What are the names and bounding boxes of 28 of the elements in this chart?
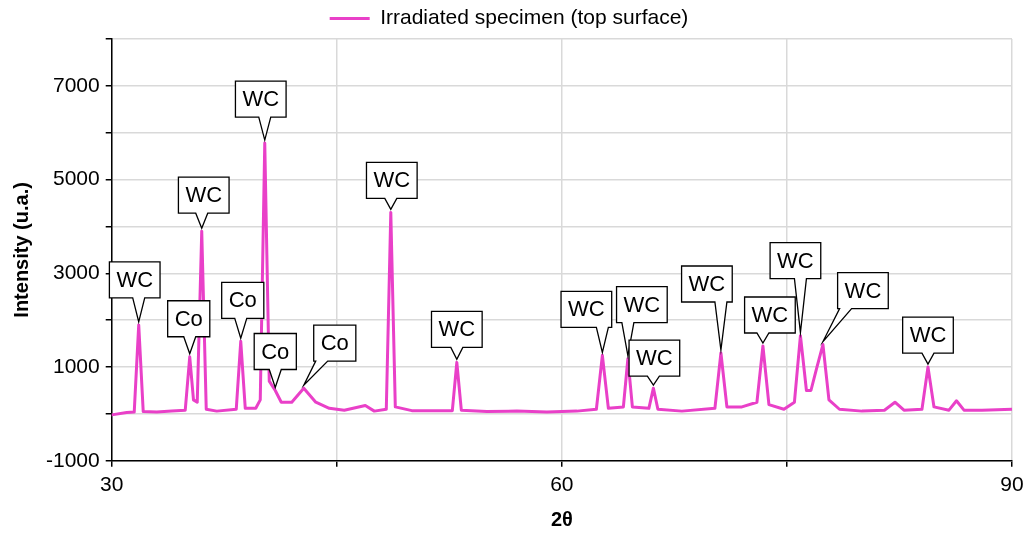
y-tick-label: 3000 [52,260,100,284]
y-axis-title: Intensity (u.a.) [9,182,32,318]
annotation: WC [623,291,661,317]
annotation: Co [261,338,290,364]
x-tick-label: 30 [100,472,124,496]
x-tick-label: 60 [550,472,574,496]
annotation: WC [185,182,223,208]
y-tick-label: 5000 [52,166,100,190]
annotation: WC [844,277,882,303]
y-tick-label: -1000 [45,447,100,471]
annotation: Co [320,330,349,356]
x-tick-label: 90 [1000,472,1024,496]
x-axis-title: 2θ [550,507,573,530]
annotation: WC [242,86,280,112]
annotation: WC [751,302,789,328]
annotation: Co [228,287,257,313]
annotation: WC [438,316,476,342]
annotation: WC [373,167,411,193]
y-tick-label: 1000 [52,353,100,377]
annotation: WC [909,322,947,348]
annotation: WC [777,247,814,273]
annotation: Co [174,305,203,331]
annotation: WC [636,345,673,371]
annotation: WC [688,271,726,297]
annotation: WC [568,296,605,322]
legend-label: Irradiated specimen (top surface) [380,5,689,29]
annotation: WC [116,266,154,292]
y-tick-label: 7000 [52,72,100,96]
